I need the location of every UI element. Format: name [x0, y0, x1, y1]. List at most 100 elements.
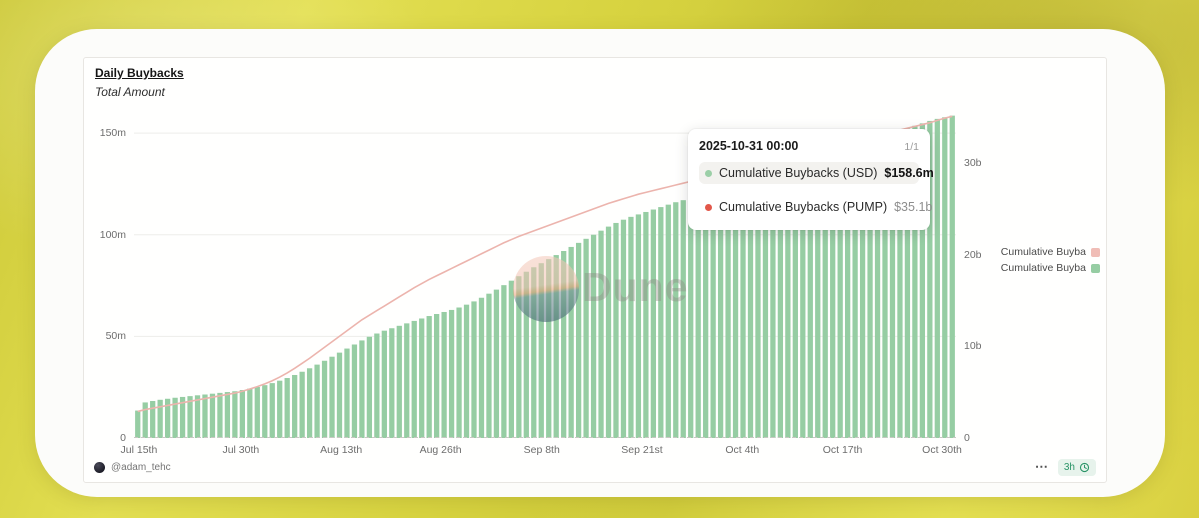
- bar[interactable]: [658, 207, 664, 438]
- bar[interactable]: [673, 202, 679, 438]
- bar[interactable]: [404, 323, 410, 438]
- bar[interactable]: [725, 187, 731, 438]
- bar[interactable]: [351, 344, 358, 439]
- bar[interactable]: [575, 242, 582, 438]
- bar[interactable]: [419, 318, 425, 438]
- bar[interactable]: [135, 410, 141, 438]
- bar[interactable]: [732, 185, 739, 438]
- bar[interactable]: [740, 183, 746, 438]
- bar[interactable]: [561, 251, 567, 438]
- bar[interactable]: [284, 378, 290, 438]
- bar[interactable]: [194, 395, 201, 438]
- bar[interactable]: [538, 263, 544, 438]
- refresh-badge[interactable]: 3h: [1057, 458, 1096, 476]
- bar[interactable]: [456, 307, 462, 438]
- bar[interactable]: [209, 393, 216, 438]
- bar[interactable]: [157, 399, 163, 438]
- bar[interactable]: [688, 198, 694, 438]
- bar[interactable]: [665, 204, 671, 438]
- bar[interactable]: [381, 330, 387, 438]
- bar[interactable]: [874, 140, 881, 438]
- bar[interactable]: [792, 169, 798, 438]
- bar[interactable]: [441, 311, 447, 438]
- bar[interactable]: [613, 222, 619, 438]
- bar[interactable]: [598, 230, 604, 438]
- bar[interactable]: [703, 194, 709, 438]
- bar[interactable]: [344, 348, 350, 438]
- bar[interactable]: [239, 390, 245, 438]
- bar[interactable]: [605, 226, 612, 438]
- bar[interactable]: [934, 118, 940, 438]
- bar[interactable]: [882, 137, 888, 439]
- bar[interactable]: [314, 364, 320, 438]
- bar[interactable]: [172, 397, 178, 438]
- bar[interactable]: [187, 396, 193, 438]
- author-handle[interactable]: @adam_tehc: [111, 461, 171, 473]
- bar[interactable]: [486, 293, 492, 438]
- bar[interactable]: [800, 166, 806, 438]
- bar[interactable]: [583, 238, 589, 438]
- bar[interactable]: [292, 374, 298, 438]
- bar[interactable]: [650, 209, 656, 438]
- bar[interactable]: [426, 316, 432, 438]
- bar[interactable]: [755, 179, 761, 439]
- legend-item-usd[interactable]: Cumulative Buyba: [992, 260, 1100, 276]
- bar[interactable]: [770, 175, 776, 438]
- bar[interactable]: [411, 320, 417, 438]
- bar[interactable]: [904, 128, 911, 438]
- bar[interactable]: [374, 333, 380, 438]
- legend-item-pump[interactable]: Cumulative Buyba: [992, 244, 1100, 260]
- bar[interactable]: [471, 301, 477, 438]
- bar[interactable]: [269, 383, 275, 438]
- bar[interactable]: [262, 385, 268, 438]
- bar[interactable]: [620, 219, 627, 438]
- bar[interactable]: [837, 154, 843, 438]
- bar[interactable]: [807, 164, 813, 438]
- bar[interactable]: [643, 211, 649, 438]
- bar[interactable]: [919, 123, 926, 438]
- bar[interactable]: [217, 392, 223, 438]
- bar[interactable]: [224, 392, 231, 438]
- bar[interactable]: [508, 280, 515, 438]
- bar[interactable]: [478, 297, 485, 438]
- bar[interactable]: [912, 125, 918, 438]
- bar[interactable]: [321, 360, 328, 438]
- bar[interactable]: [785, 171, 791, 439]
- bar[interactable]: [942, 117, 948, 438]
- bar[interactable]: [164, 398, 171, 438]
- more-options-button[interactable]: ⋯: [1034, 459, 1049, 474]
- bar[interactable]: [277, 380, 283, 438]
- bar[interactable]: [389, 328, 395, 438]
- bar[interactable]: [762, 177, 769, 438]
- bar[interactable]: [845, 151, 851, 438]
- bar[interactable]: [336, 352, 343, 438]
- bar[interactable]: [396, 325, 402, 438]
- bar[interactable]: [434, 314, 440, 438]
- bar[interactable]: [777, 173, 784, 438]
- bar[interactable]: [359, 340, 365, 438]
- bar[interactable]: [635, 214, 642, 438]
- bar[interactable]: [254, 386, 260, 438]
- bar[interactable]: [717, 190, 724, 438]
- bar[interactable]: [710, 192, 716, 438]
- bar[interactable]: [628, 216, 634, 438]
- bar[interactable]: [493, 289, 500, 438]
- bar[interactable]: [299, 371, 305, 438]
- bar[interactable]: [830, 157, 836, 438]
- bar[interactable]: [867, 142, 873, 439]
- bar[interactable]: [822, 159, 828, 438]
- bar[interactable]: [568, 246, 574, 438]
- bar[interactable]: [501, 285, 507, 438]
- bar[interactable]: [815, 161, 821, 438]
- bar[interactable]: [448, 309, 455, 438]
- bar[interactable]: [179, 396, 186, 438]
- bar[interactable]: [463, 304, 470, 438]
- bar[interactable]: [680, 200, 686, 438]
- plot-area[interactable]: Dune 0 50m 100m 150m 0 10b 20b 30b Jul 15th Jul 3…: [100, 114, 982, 456]
- bar[interactable]: [306, 368, 313, 438]
- bar[interactable]: [949, 115, 955, 438]
- bar[interactable]: [747, 181, 754, 438]
- author-avatar[interactable]: [94, 461, 105, 473]
- bar[interactable]: [247, 388, 253, 438]
- bar[interactable]: [150, 401, 156, 438]
